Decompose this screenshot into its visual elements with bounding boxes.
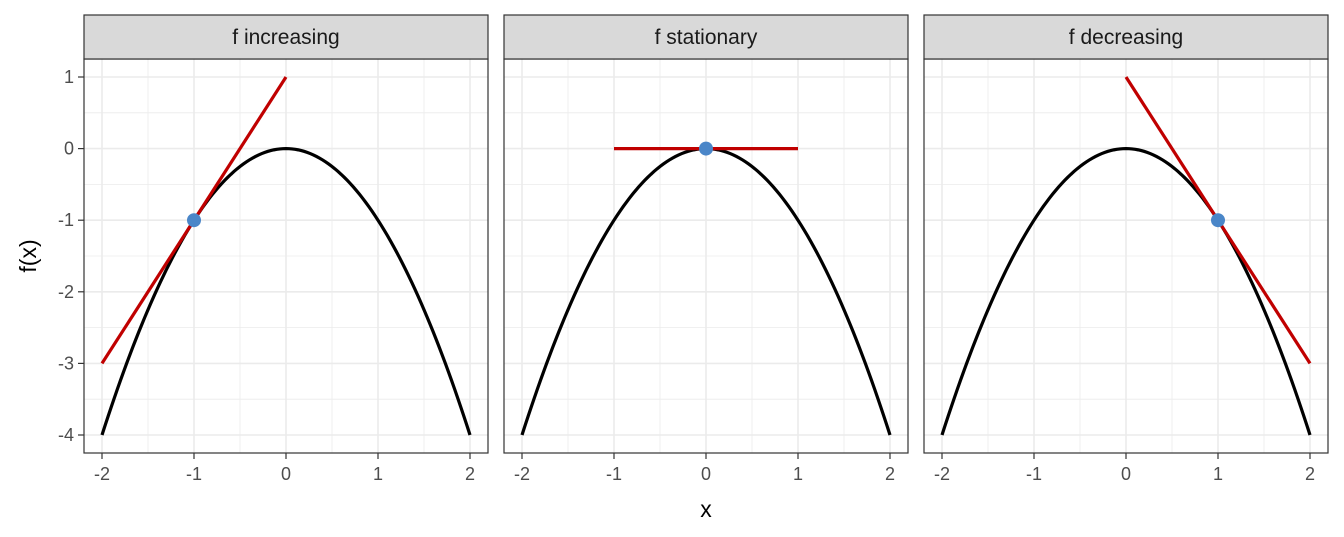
facet-strip	[503, 14, 909, 60]
x-tick-label: -1	[606, 464, 622, 484]
y-axis-title: f(x)	[15, 239, 41, 272]
x-tick-label: 2	[885, 464, 895, 484]
x-tick-label: 0	[281, 464, 291, 484]
x-tick-label: 2	[465, 464, 475, 484]
tangent-point	[187, 213, 201, 228]
panels-group: f increasing f stationary f decreasing	[83, 14, 1329, 454]
x-tick-label: -2	[934, 464, 950, 484]
x-tick-label: 1	[793, 464, 803, 484]
x-tick-label: -1	[186, 464, 202, 484]
x-tick-label: 2	[1305, 464, 1315, 484]
facet-strip	[923, 14, 1329, 60]
facet-panel: f decreasing	[923, 14, 1329, 454]
facet-strip-label: f stationary	[655, 26, 758, 49]
axes-group: -2 -1 0 1 2 -2 -1 0 1 2 -2 -1 0 1 2 1 0 -1 -2 -3 -4	[58, 67, 1315, 484]
y-tick-label: -1	[58, 210, 74, 230]
y-tick-label: -4	[58, 425, 74, 445]
x-tick-label: 1	[1213, 464, 1223, 484]
y-tick-label: 1	[64, 67, 74, 87]
x-tick-label: -2	[514, 464, 530, 484]
x-axis-title: x	[700, 496, 712, 522]
y-tick-label: 0	[64, 139, 74, 159]
tangent-point	[1211, 213, 1225, 228]
y-tick-label: -3	[58, 353, 74, 373]
facet-strip	[83, 14, 489, 60]
function-curve	[100, 146, 472, 436]
facet-strip-label: f increasing	[232, 26, 339, 49]
facet-panel: f increasing	[83, 14, 489, 454]
facet-panel: f stationary	[503, 14, 909, 454]
x-tick-label: 0	[1121, 464, 1131, 484]
function-curve	[940, 146, 1312, 436]
x-tick-label: -1	[1026, 464, 1042, 484]
x-tick-label: -2	[94, 464, 110, 484]
facet-strip-label: f decreasing	[1069, 26, 1183, 49]
y-tick-label: -2	[58, 282, 74, 302]
x-tick-label: 1	[373, 464, 383, 484]
x-tick-label: 0	[701, 464, 711, 484]
tangent-point	[699, 141, 713, 156]
